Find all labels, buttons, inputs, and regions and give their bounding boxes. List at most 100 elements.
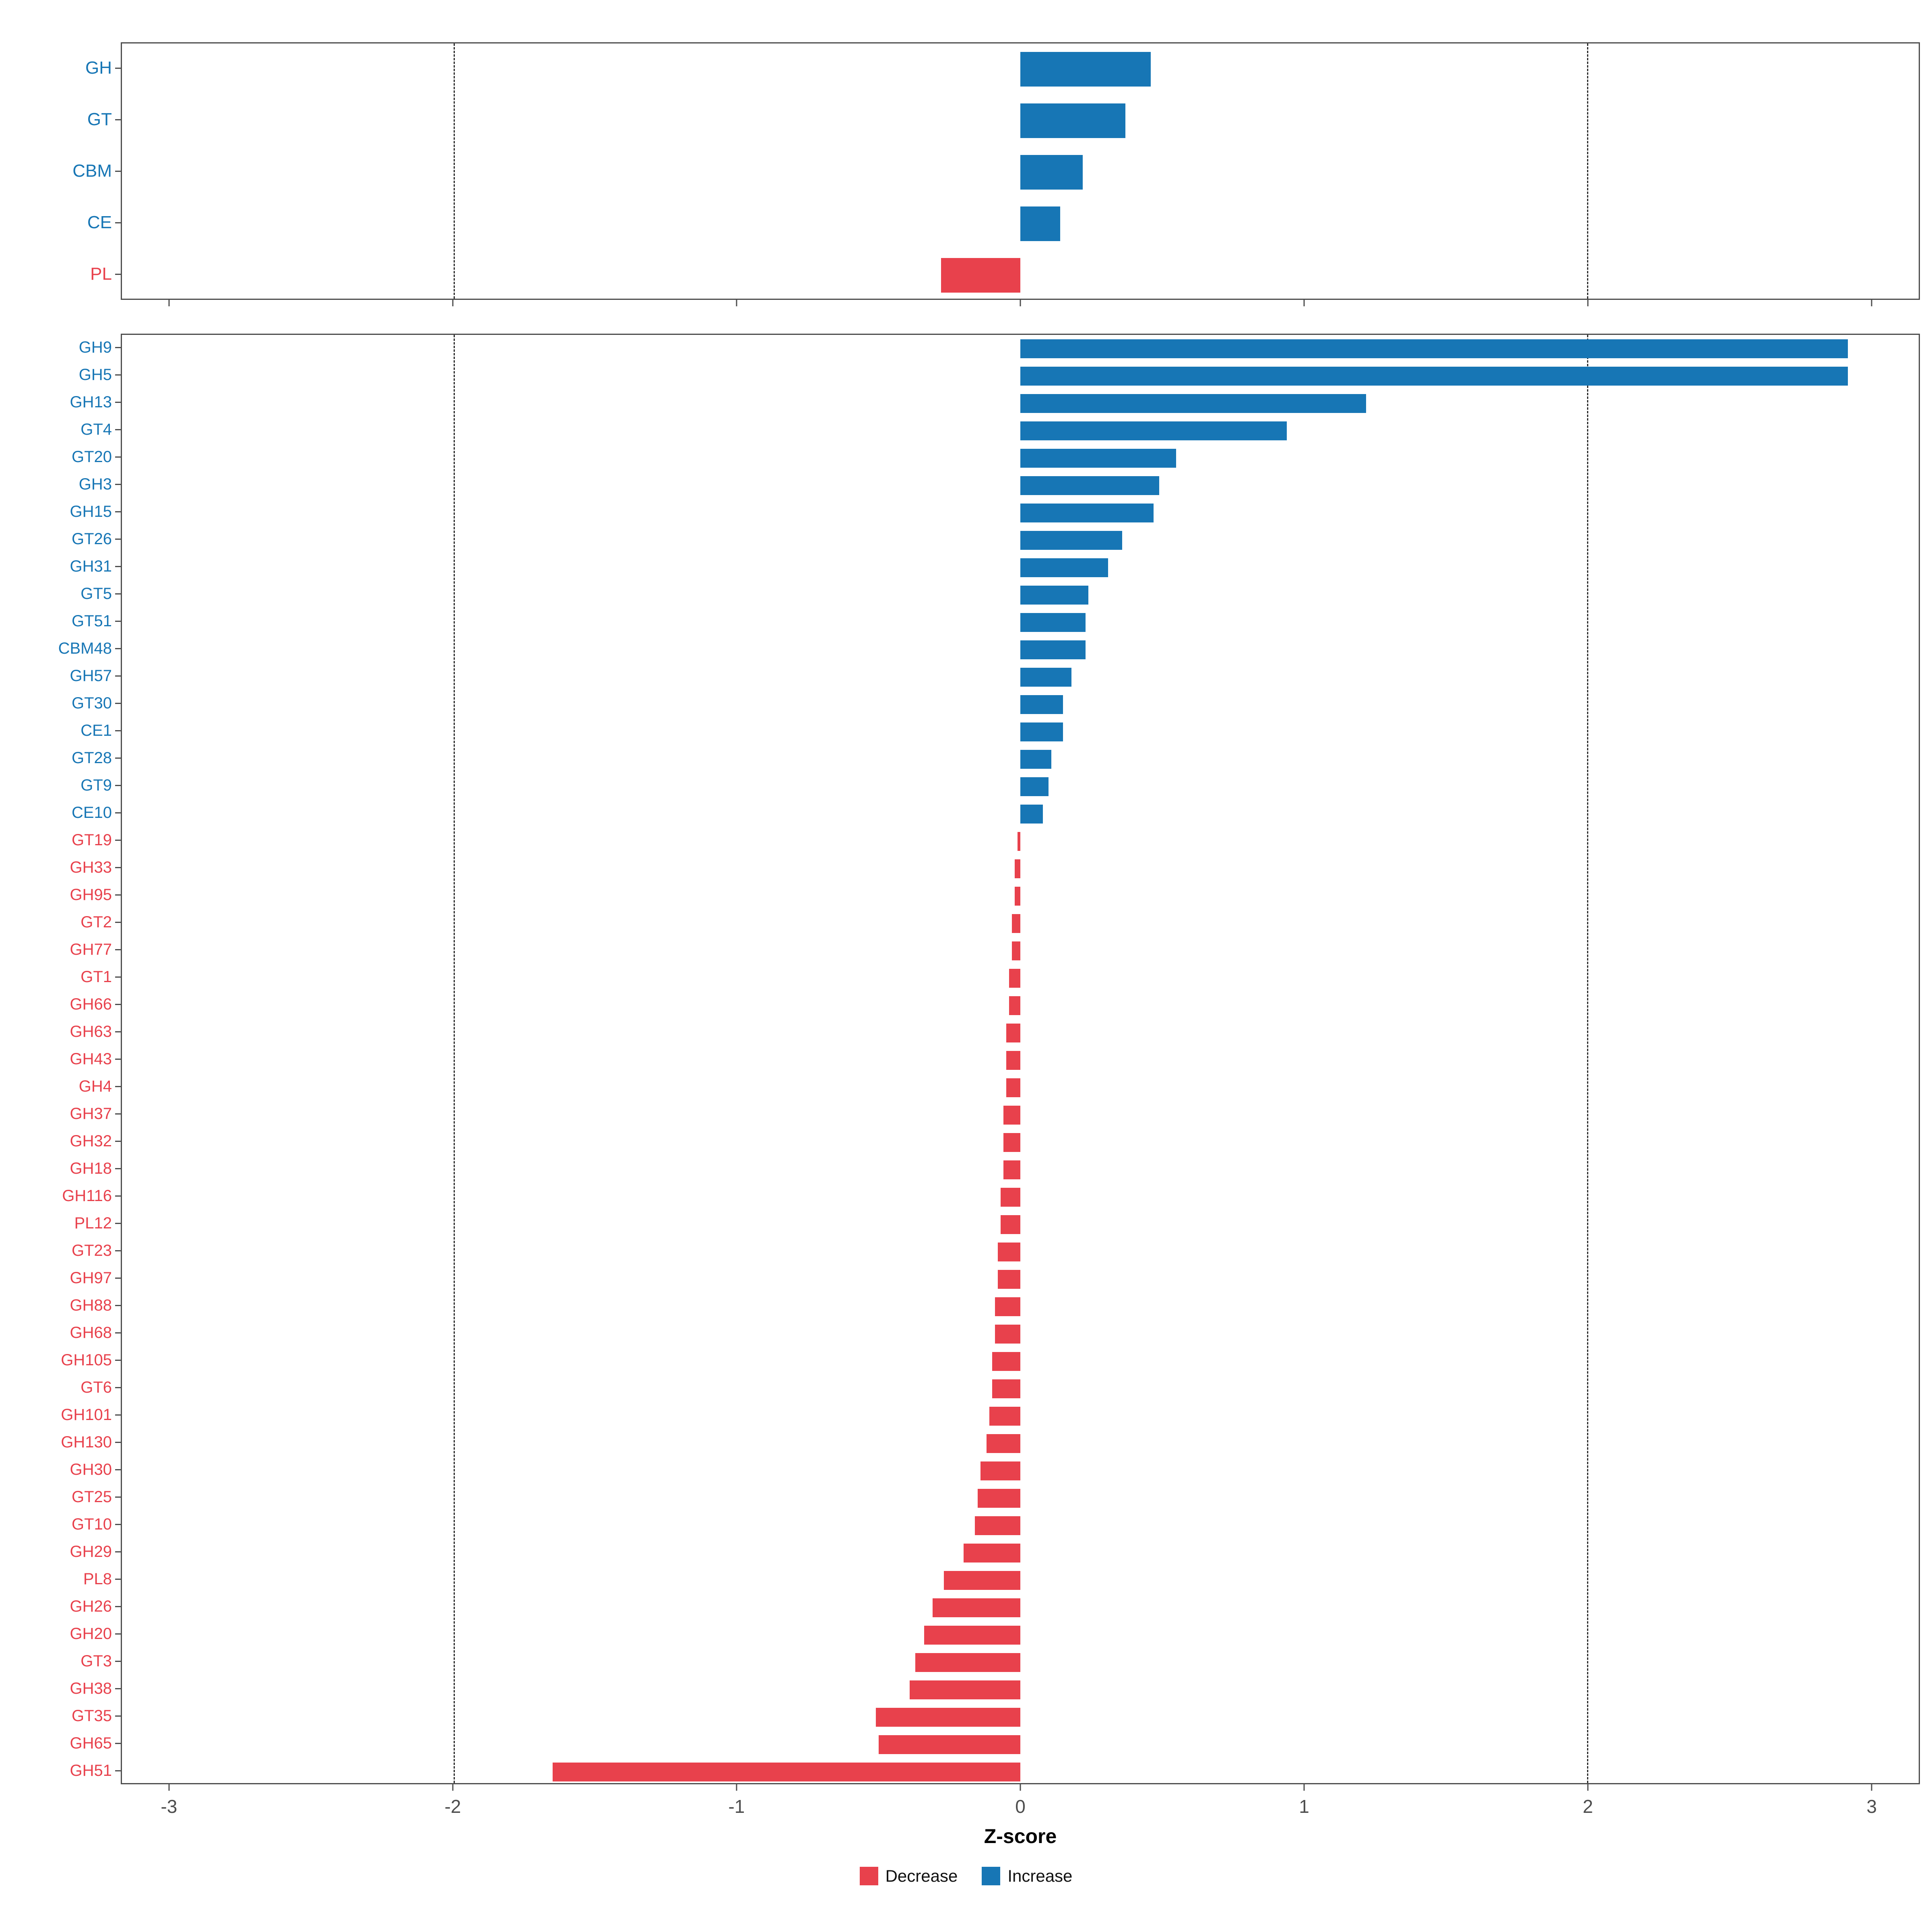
y-axis-tick [115,648,121,649]
y-axis-tick [115,1086,121,1087]
y-axis-tick [115,484,121,485]
y-axis-label-GT5: GT5 [80,585,112,603]
y-axis-tick [115,1633,121,1635]
x-axis-tick-label: 1 [1299,1796,1309,1817]
y-axis-label-GT25: GT25 [71,1488,112,1506]
bar-GH20 [924,1625,1020,1645]
y-axis-label-GH33: GH33 [70,859,112,876]
y-axis-tick [115,1250,121,1251]
y-axis-tick [115,730,121,731]
y-axis-label-GH88: GH88 [70,1296,112,1314]
panel-gap [0,309,1932,334]
bar-GH5 [1020,366,1848,386]
y-axis-tick [115,222,121,223]
bar-CE10 [1020,804,1043,824]
y-axis-label-GH63: GH63 [70,1023,112,1040]
bar-GH30 [980,1461,1020,1480]
y-axis-tick [115,949,121,950]
y-axis-label-GT6: GT6 [80,1379,112,1396]
bar-GH77 [1011,941,1020,960]
y-axis-tick [115,1469,121,1470]
x-axis-tick [168,1784,170,1791]
x-axis-tick [452,1784,454,1791]
y-axis-tick [115,1360,121,1361]
x-axis-tick [736,1784,737,1791]
bar-GT10 [975,1516,1020,1535]
y-axis-tick [115,703,121,704]
bar-GH63 [1006,1023,1020,1042]
y-axis-tick [115,675,121,677]
y-axis-label-CE1: CE1 [80,722,112,739]
y-axis-label-GH26: GH26 [70,1598,112,1615]
main-panel-row: GH9 GH5 GH13 GT4 GT20 GH3 GH15 GT26 GH31 GT5 GT51 C… [0,334,1920,1784]
y-axis-tick [115,621,121,622]
y-axis-tick [115,785,121,786]
y-axis-label-GT: GT [87,109,112,129]
y-axis-tick [115,1278,121,1279]
y-axis-label-GH37: GH37 [70,1105,112,1123]
y-axis-label-GH116: GH116 [62,1187,112,1205]
bar-GT35 [875,1707,1020,1727]
bar-GH68 [995,1324,1020,1344]
bar-GH57 [1020,667,1071,687]
y-axis-label-GH31: GH31 [70,557,112,575]
y-axis-label-GT3: GT3 [80,1652,112,1670]
x-axis-tick-label: 0 [1015,1796,1026,1817]
y-axis-tick [115,812,121,813]
x-axis-tick [736,300,737,306]
bar-GH116 [1000,1187,1020,1207]
bar-GH15 [1020,503,1154,522]
x-axis-tick [1020,1784,1021,1791]
y-axis-tick [115,867,121,868]
bar-GH33 [1014,859,1020,878]
bar-GH95 [1014,886,1020,906]
bar-GH88 [995,1297,1020,1316]
bar-GT20 [1020,448,1177,468]
bar-GH32 [1003,1133,1020,1152]
bar-GH37 [1003,1105,1020,1125]
legend-swatch-increase [982,1867,1001,1885]
y-axis-label-GH38: GH38 [70,1680,112,1697]
y-axis-label-GH97: GH97 [70,1269,112,1287]
y-axis-tick [115,1524,121,1525]
y-axis-tick [115,1195,121,1197]
bar-GT1 [1009,968,1020,988]
y-axis-tick [115,593,121,594]
bar-GT23 [997,1242,1020,1261]
bar-GH66 [1009,996,1020,1015]
x-axis-tick [1871,1784,1872,1791]
y-axis-tick [115,840,121,841]
x-axis-tick [1303,1784,1305,1791]
y-axis-tick [115,922,121,923]
bar-GT28 [1020,749,1052,769]
y-axis-label-GH5: GH5 [78,366,112,384]
bar-CBM [1020,155,1083,190]
y-axis-label-GT2: GT2 [80,913,112,931]
gutter-spacer [0,1784,121,1793]
bar-PL8 [943,1571,1020,1590]
bar-PL [941,258,1020,293]
legend-label-decrease: Decrease [885,1866,958,1885]
y-axis-label-GT1: GT1 [80,968,112,986]
x-axis-tick [1871,300,1872,306]
y-axis-label-PL8: PL8 [83,1570,112,1588]
y-axis-label-GH130: GH130 [61,1433,112,1451]
y-axis-label-GT10: GT10 [71,1515,112,1533]
y-axis-tick [115,1332,121,1333]
y-axis-tick [115,1113,121,1115]
bar-GH51 [553,1762,1020,1781]
bar-GH97 [997,1269,1020,1289]
y-axis-label-GH77: GH77 [70,941,112,958]
y-axis-label-GH30: GH30 [70,1461,112,1478]
y-axis-tick [115,1496,121,1498]
legend-swatch-decrease [859,1867,878,1885]
y-axis-label-GH68: GH68 [70,1324,112,1342]
bar-GT25 [978,1488,1020,1508]
x-axis-tick [452,300,454,306]
y-axis-label-GH32: GH32 [70,1132,112,1150]
y-axis-tick [115,894,121,896]
y-axis-tick [115,1059,121,1060]
bar-GT9 [1020,777,1049,796]
bar-GH43 [1006,1051,1020,1070]
